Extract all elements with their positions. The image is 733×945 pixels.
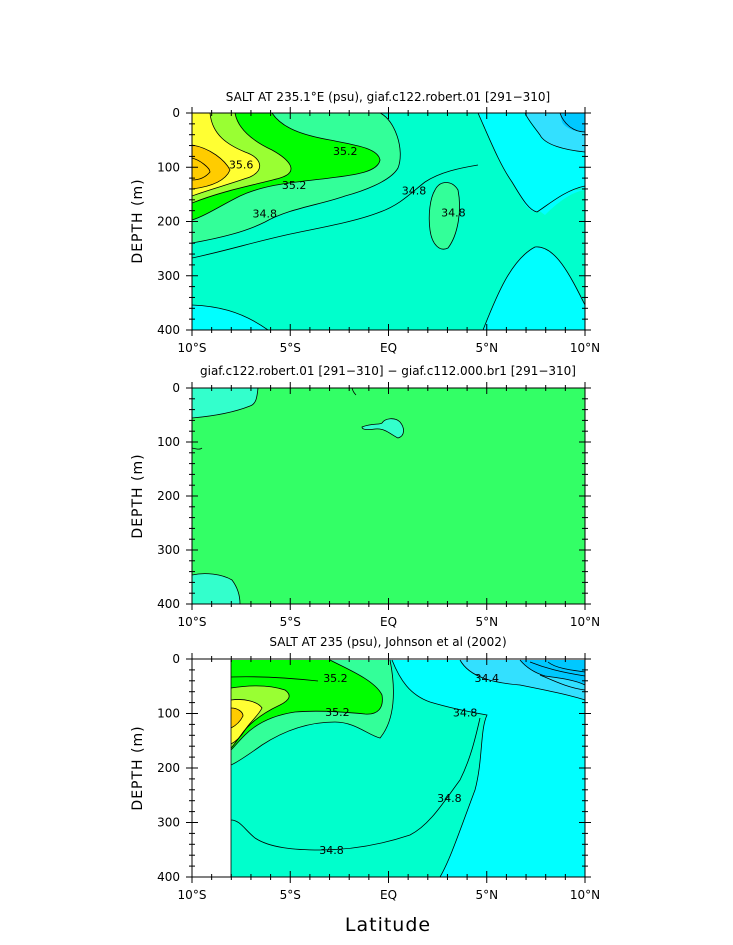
panel2-x-axis: 10°S 5°S EQ 5°N 10°N (178, 382, 600, 629)
panel1-contour-label: 35.6 (229, 159, 254, 172)
panel1-contour-fills (192, 113, 585, 330)
panel3-fill-35-8 (231, 708, 243, 728)
panel2-y-tick-label: 200 (157, 489, 180, 503)
panel-model-salinity: SALT AT 235.1°E (psu), giaf.c122.robert.… (130, 90, 600, 355)
panel1-contour-lines (192, 113, 585, 330)
panel2-x-tick-label: 10°S (178, 615, 207, 629)
panel1-y-tick-label: 200 (157, 215, 180, 229)
panel1-x-tick-label: 10°N (570, 341, 600, 355)
panel2-contour-lines (192, 388, 404, 604)
panel3-contour-label: 34.4 (475, 672, 500, 685)
panel3-y-tick-label: 300 (157, 816, 180, 830)
panel2-fill-neg-b (192, 573, 240, 604)
panel1-x-tick-label: 10°S (178, 341, 207, 355)
panel3-contour-lines (230, 659, 585, 877)
panel1-x-tick-label: 5°N (475, 341, 498, 355)
panel3-contour-labels: 35.2 35.2 34.4 34.8 34.8 34.8 (319, 672, 499, 857)
panel2-x-tick-label: 10°N (570, 615, 600, 629)
x-axis-label: Latitude (345, 914, 431, 936)
panel3-y-tick-label: 400 (157, 870, 180, 884)
panel1-y-tick-label: 0 (172, 106, 180, 120)
panel3-x-tick-label: EQ (380, 888, 397, 902)
panel3-fill-low (520, 660, 585, 685)
panel1-fill-36-0 (192, 158, 210, 180)
panel3-fill-34-6 (392, 660, 585, 877)
panel3-contour-fills (230, 659, 585, 877)
panel1-x-tick-label: 5°S (280, 341, 301, 355)
panel3-y-axis: 0 100 200 300 400 (157, 652, 591, 884)
panel1-contour-label: 34.8 (252, 207, 277, 220)
panel3-x-tick-label: 5°S (280, 888, 301, 902)
panel1-y-tick-label: 100 (157, 160, 180, 174)
panel1-fill-34-6-c (483, 246, 585, 330)
panel1-y-axis: 0 100 200 300 400 (157, 106, 591, 337)
panel-difference: giaf.c122.robert.01 [291−310] − giaf.c11… (130, 364, 600, 629)
panel1-x-tick-label: EQ (380, 341, 397, 355)
panel2-ylabel: DEPTH (m) (130, 453, 146, 538)
panel1-contour-labels: 35.6 35.2 35.2 34.8 34.8 34.8 (229, 145, 466, 220)
panel3-x-tick-label: 10°S (178, 888, 207, 902)
panel1-contour-label: 34.8 (441, 206, 466, 219)
panel3-y-tick-label: 0 (172, 652, 180, 666)
panel3-title: SALT AT 235 (psu), Johnson et al (2002) (269, 635, 506, 649)
panel2-x-tick-label: 5°S (280, 615, 301, 629)
panel3-x-tick-label: 10°N (570, 888, 600, 902)
panel1-fill-34-8-blob (429, 182, 460, 250)
panel3-x-tick-label: 5°N (475, 888, 498, 902)
panel1-fill-34-6-d (192, 305, 268, 330)
panel2-y-tick-label: 0 (172, 381, 180, 395)
panel3-contour-label: 34.8 (437, 792, 462, 805)
panel1-x-axis: 10°S 5°S EQ 5°N 10°N (178, 107, 600, 355)
panel2-y-axis: 0 100 200 300 400 (157, 381, 591, 611)
panel1-contour-label: 35.2 (333, 145, 358, 158)
panel3-y-tick-label: 200 (157, 761, 180, 775)
panel1-y-tick-label: 300 (157, 269, 180, 283)
panel1-contour-label: 35.2 (282, 179, 307, 192)
panel1-title: SALT AT 235.1°E (psu), giaf.c122.robert.… (226, 90, 550, 104)
panel1-ylabel: DEPTH (m) (130, 178, 146, 263)
panel2-fill-neg-a (192, 388, 258, 418)
panel1-fill-low (560, 113, 585, 132)
panel2-x-tick-label: 5°N (475, 615, 498, 629)
panel3-y-tick-label: 100 (157, 707, 180, 721)
panel3-x-axis: 10°S 5°S EQ 5°N 10°N (178, 653, 600, 902)
panel3-ylabel: DEPTH (m) (130, 725, 146, 810)
panel2-contour-fills (192, 388, 585, 604)
panel-observed-salinity: SALT AT 235 (psu), Johnson et al (2002) (130, 635, 600, 936)
panel3-contour-label: 35.2 (325, 706, 350, 719)
panel2-fill-neg-c (362, 418, 404, 438)
panel3-contour-label: 34.8 (319, 844, 344, 857)
panel1-y-tick-label: 400 (157, 323, 180, 337)
panel3-fill-35-2 (231, 660, 383, 750)
panel2-title: giaf.c122.robert.01 [291−310] − giaf.c11… (200, 364, 576, 378)
panel2-y-tick-label: 100 (157, 435, 180, 449)
panel2-x-tick-label: EQ (380, 615, 397, 629)
panel3-contour-label: 34.8 (453, 706, 478, 719)
panel1-contour-label: 34.8 (402, 185, 427, 198)
panel3-contour-label: 35.2 (323, 672, 348, 685)
panel2-y-tick-label: 300 (157, 543, 180, 557)
panel2-y-tick-label: 400 (157, 597, 180, 611)
